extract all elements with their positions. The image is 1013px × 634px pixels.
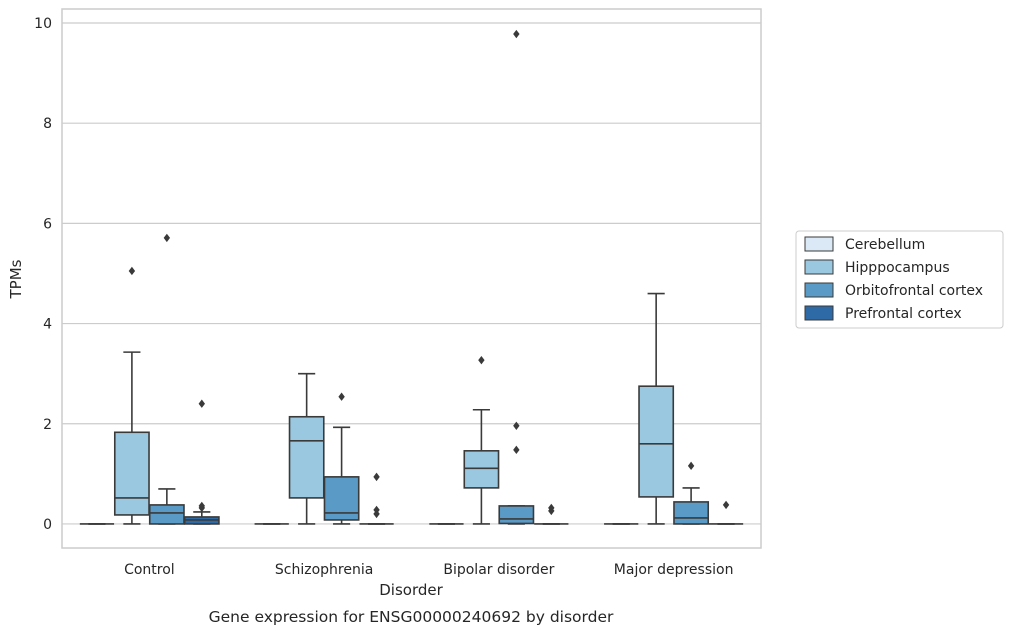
- outlier-point: [513, 421, 520, 430]
- box-3-2: [673, 461, 710, 525]
- outlier-point: [373, 472, 380, 482]
- y-tick-label: 10: [34, 16, 52, 32]
- legend-label: Cerebellum: [845, 237, 925, 253]
- box-3-3: [708, 500, 744, 525]
- y-tick-label: 6: [43, 216, 52, 232]
- x-tick-label: Major depression: [614, 562, 734, 578]
- outlier-point: [722, 500, 730, 510]
- outlier-point: [338, 392, 345, 401]
- boxes: [79, 29, 744, 525]
- outlier-point: [548, 506, 555, 516]
- outlier-point: [128, 266, 136, 276]
- box-2-1: [463, 355, 500, 525]
- outlier-point: [687, 461, 695, 471]
- box-body: [638, 385, 675, 498]
- y-axis-label: TPMs: [7, 259, 25, 299]
- x-tick-labels: Control Schizophrenia Bipolar disorder Majo…: [124, 562, 733, 578]
- outlier-point: [373, 509, 380, 519]
- box-body: [673, 501, 710, 525]
- box-0-1: [113, 266, 150, 525]
- x-tick-label: Schizophrenia: [275, 562, 373, 578]
- box-body: [498, 505, 535, 525]
- legend: Cerebellum Hipppocampus Orbitofrontal cort…: [795, 230, 1004, 329]
- box-2-2: [498, 29, 535, 525]
- y-tick-label: 2: [43, 417, 52, 433]
- box-body: [113, 431, 150, 516]
- legend-frame: [795, 230, 1004, 329]
- box-3-1: [638, 292, 675, 525]
- legend-label: Orbitofrontal cortex: [845, 283, 983, 299]
- box-body: [148, 504, 185, 525]
- outlier-point: [513, 29, 520, 39]
- outlier-point: [513, 445, 520, 455]
- y-tick-labels: 0 2 4 6 8 10: [34, 16, 52, 533]
- legend-swatch: [804, 236, 834, 252]
- outlier-point: [198, 503, 205, 513]
- legend-label: Hipppocampus: [845, 260, 950, 276]
- box-body: [463, 450, 500, 489]
- legend-swatch: [804, 305, 834, 321]
- outlier-point: [198, 399, 205, 408]
- box-0-3: [183, 399, 220, 525]
- legend-label: Prefrontal cortex: [845, 306, 962, 322]
- x-tick-label: Bipolar disorder: [443, 562, 554, 578]
- legend-swatch: [804, 282, 834, 298]
- box-1-3: [359, 472, 394, 525]
- x-axis-label: Disorder: [379, 581, 443, 599]
- x-tick-label: Control: [124, 562, 175, 578]
- outlier-point: [478, 355, 485, 365]
- box-2-3: [534, 503, 569, 525]
- box-body: [288, 415, 325, 499]
- y-tick-label: 0: [43, 517, 52, 533]
- y-tick-label: 4: [43, 317, 52, 333]
- box-1-1: [288, 372, 325, 525]
- legend-swatch: [804, 259, 834, 275]
- box-0-2: [148, 233, 185, 525]
- box-1-2: [323, 392, 360, 525]
- chart-caption: Gene expression for ENSG00000240692 by d…: [209, 608, 614, 626]
- y-tick-label: 8: [43, 116, 52, 132]
- outlier-point: [163, 233, 171, 243]
